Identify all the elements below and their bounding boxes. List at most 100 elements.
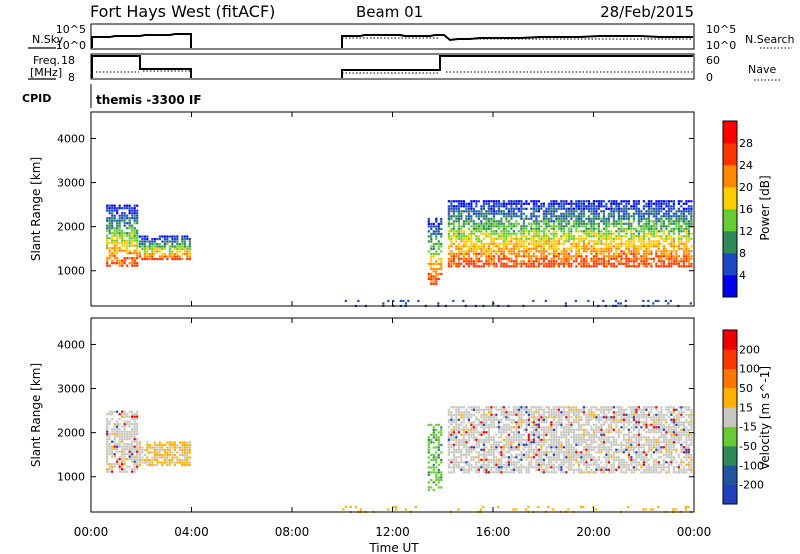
scatter-cell <box>472 252 475 255</box>
scatter-cell <box>430 478 433 482</box>
scatter-cell <box>677 217 680 220</box>
scatter-cell <box>450 411 453 414</box>
scatter-cell <box>357 299 360 303</box>
scatter-cell <box>542 262 545 265</box>
scatter-cell <box>545 215 548 218</box>
scatter-cell <box>617 205 620 208</box>
scatter-cell <box>577 222 580 225</box>
scatter-cell <box>475 255 478 258</box>
scatter-cell <box>462 205 465 208</box>
scatter-cell <box>600 451 603 454</box>
scatter-cell <box>487 262 490 265</box>
scatter-cell <box>510 225 513 228</box>
scatter-cell <box>457 232 460 235</box>
scatter-cell <box>495 205 498 208</box>
scatter-cell <box>502 416 505 419</box>
scatter-cell <box>183 242 186 246</box>
scatter-cell <box>510 265 513 268</box>
scatter-cell <box>675 257 678 260</box>
scatter-cell <box>627 245 630 248</box>
scatter-cell <box>620 426 623 429</box>
scatter-cell <box>520 260 523 263</box>
scatter-cell <box>652 446 655 449</box>
scatter-cell <box>111 259 114 262</box>
scatter-cell <box>635 413 638 416</box>
scatter-cell <box>627 242 630 245</box>
scatter-cell <box>156 242 159 246</box>
scatter-cell <box>512 438 515 441</box>
scatter-cell <box>597 463 600 466</box>
scatter-cell <box>467 250 470 253</box>
scatter-cell <box>121 217 124 220</box>
scatter-cell <box>118 217 121 220</box>
scatter-cell <box>562 235 565 238</box>
scatter-cell <box>487 235 490 238</box>
scatter-cell <box>567 406 570 409</box>
scatter-cell <box>106 219 109 222</box>
scatter-cell <box>515 225 518 228</box>
scatter-cell <box>515 456 518 459</box>
scatter-cell <box>452 438 455 441</box>
scatter-cell <box>510 453 513 456</box>
scatter-cell <box>547 247 550 250</box>
scatter-cell <box>158 235 161 238</box>
scatter-cell <box>527 436 530 439</box>
scatter-cell <box>600 235 603 238</box>
scatter-cell <box>635 230 638 233</box>
scatter-cell <box>472 436 475 439</box>
scatter-cell <box>427 481 430 484</box>
scatter-cell <box>607 217 610 220</box>
scatter-cell <box>462 260 465 263</box>
scatter-cell <box>667 265 670 268</box>
scatter-cell <box>567 235 570 238</box>
scatter-cell <box>550 466 553 469</box>
scatter-cell <box>557 217 560 220</box>
scatter-cell <box>637 461 640 464</box>
colorbar-segment <box>723 121 737 144</box>
scatter-cell <box>118 259 121 262</box>
scatter-cell <box>465 471 468 474</box>
scatter-cell <box>527 202 530 205</box>
scatter-cell <box>462 220 465 223</box>
scatter-cell <box>148 451 151 454</box>
scatter-cell <box>550 408 553 411</box>
scatter-cell <box>645 431 648 434</box>
scatter-cell <box>612 466 615 469</box>
scatter-cell <box>450 250 453 253</box>
scatter-cell <box>690 212 693 215</box>
scatter-cell <box>635 411 638 414</box>
scatter-cell <box>677 242 680 245</box>
scatter-cell <box>592 438 595 441</box>
scatter-cell <box>118 207 121 210</box>
scatter-cell <box>113 244 116 247</box>
scatter-cell <box>450 230 453 233</box>
scatter-cell <box>492 232 495 235</box>
scatter-cell <box>622 411 625 414</box>
scatter-cell <box>540 255 543 258</box>
scatter-cell <box>542 242 545 245</box>
scatter-cell <box>520 418 523 421</box>
scatter-cell <box>672 428 675 431</box>
scatter-cell <box>545 265 548 268</box>
scatter-cell <box>647 436 650 439</box>
scatter-cell <box>470 423 473 426</box>
scatter-cell <box>567 247 570 250</box>
scatter-cell <box>669 299 672 303</box>
scatter-cell <box>457 207 460 210</box>
scatter-cell <box>462 413 465 416</box>
scatter-cell <box>685 225 688 228</box>
scatter-cell <box>108 257 111 260</box>
scatter-cell <box>670 242 673 245</box>
scatter-cell <box>650 210 653 213</box>
scatter-cell <box>672 255 675 258</box>
scatter-cell <box>612 215 615 218</box>
scatter-cell <box>475 468 478 471</box>
scatter-cell <box>552 416 555 419</box>
scatter-cell <box>562 265 565 268</box>
scatter-cell <box>540 418 543 421</box>
scatter-cell <box>555 453 558 456</box>
scatter-cell <box>625 257 628 260</box>
scatter-cell <box>565 200 568 203</box>
scatter-cell <box>525 255 528 258</box>
scatter-cell <box>432 242 435 246</box>
